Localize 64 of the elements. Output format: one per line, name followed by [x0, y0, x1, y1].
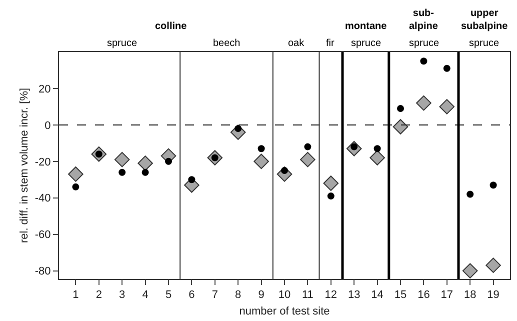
text: spruce [351, 38, 382, 49]
y-axis-title: rel. diff. in stem volume incr. [%] [18, 88, 31, 244]
x-tick-label: 10 [278, 289, 291, 302]
x-tick-label: 15 [394, 289, 407, 302]
point [374, 145, 381, 152]
point [323, 176, 339, 191]
point [490, 182, 497, 189]
text: oak [288, 38, 306, 49]
x-axis-title: number of test site [239, 305, 330, 318]
y-tick-label: -60 [34, 229, 51, 242]
x-tick-label: 7 [212, 289, 218, 302]
point [142, 168, 149, 176]
point [254, 154, 269, 170]
x-tick-label: 18 [464, 289, 476, 302]
point [486, 258, 501, 273]
point [462, 263, 478, 278]
text: sub- alpine [409, 8, 438, 32]
x-tick-label: 16 [418, 289, 430, 302]
y-tick-label: -40 [34, 192, 51, 205]
point [304, 143, 312, 150]
point [443, 64, 450, 72]
x-tick-label: 3 [119, 289, 126, 302]
point [439, 99, 455, 114]
point [258, 145, 265, 152]
point [72, 183, 80, 190]
point [300, 152, 316, 168]
point [114, 152, 130, 168]
text: beech [213, 38, 240, 49]
point [466, 190, 474, 198]
x-tick-label: 1 [72, 289, 79, 302]
x-tick-label: 2 [96, 289, 102, 302]
x-tick-label: 5 [165, 289, 172, 302]
text: upper subalpine [461, 8, 508, 32]
x-tick-label: 14 [371, 289, 384, 302]
point [392, 119, 408, 134]
point [188, 176, 196, 184]
text: montane [345, 21, 388, 32]
text: fir [326, 38, 335, 49]
text: spruce [469, 38, 500, 49]
y-tick-label: -20 [34, 156, 51, 168]
x-tick-label: 8 [235, 289, 242, 302]
y-tick-label: -80 [34, 266, 51, 278]
point [416, 95, 432, 111]
y-tick-label: 20 [38, 83, 51, 96]
y-tick-label: 0 [44, 120, 51, 132]
point [68, 166, 84, 182]
x-tick-label: 19 [487, 289, 500, 302]
point [138, 156, 153, 171]
text: colline [155, 21, 188, 32]
point [327, 192, 334, 200]
x-tick-label: 12 [324, 289, 338, 302]
x-tick-label: 9 [258, 289, 264, 302]
x-tick-label: 11 [302, 289, 314, 302]
point [165, 158, 172, 165]
x-tick-label: 6 [188, 289, 195, 302]
point [118, 168, 126, 176]
text: spruce [409, 38, 440, 49]
x-tick-label: 17 [440, 289, 454, 302]
point [370, 150, 385, 166]
text: spruce [107, 38, 138, 49]
x-tick-label: 4 [142, 289, 148, 302]
point [420, 58, 428, 65]
point [397, 105, 404, 112]
x-tick-label: 13 [348, 289, 360, 302]
